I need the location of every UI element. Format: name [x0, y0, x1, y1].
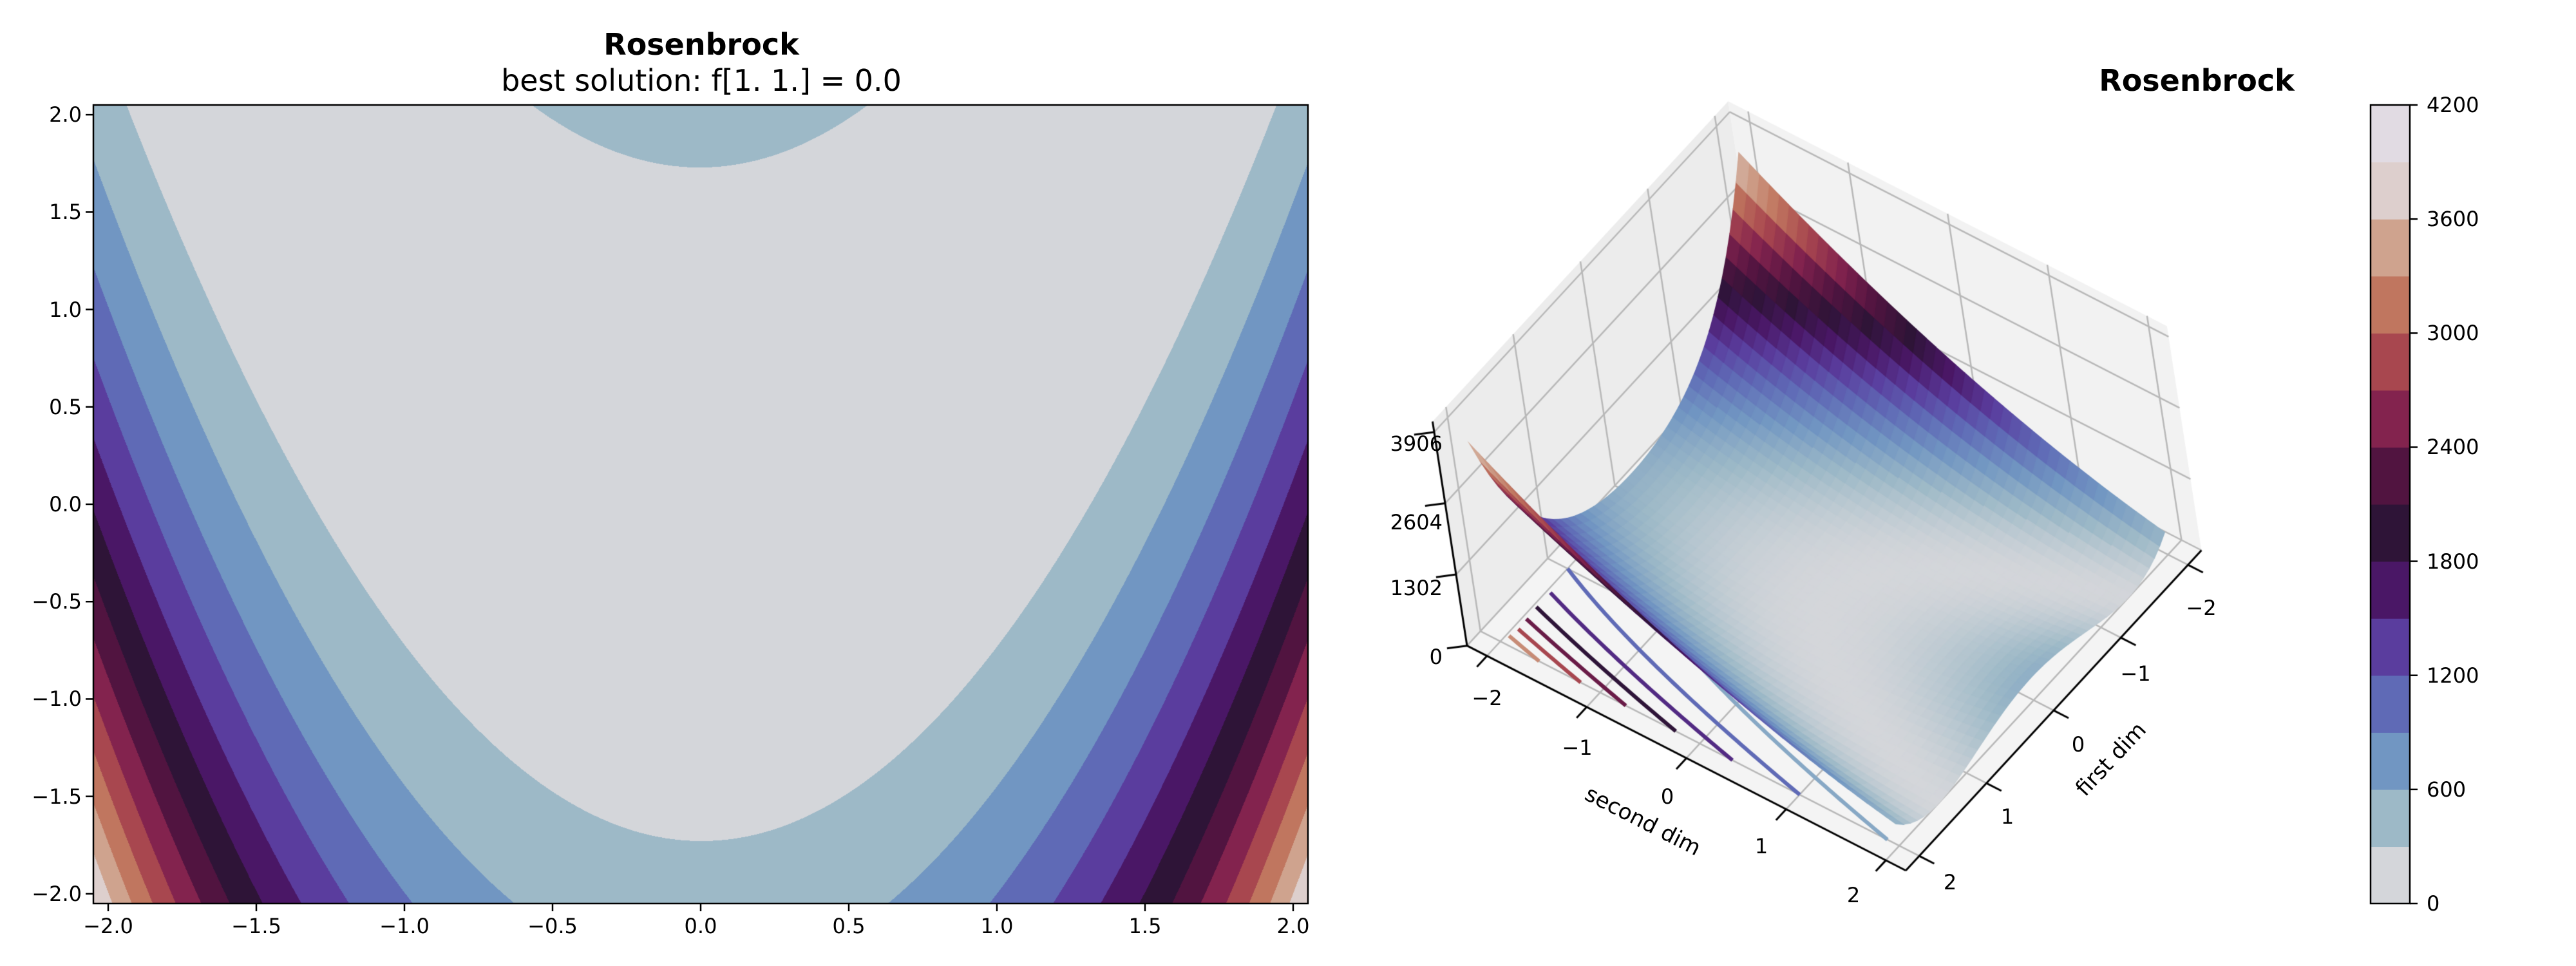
- y-tick-label: 1.0: [49, 297, 82, 322]
- x-tick-label: 1.5: [1128, 914, 1162, 938]
- colorbar-tick-label: 1800: [2427, 549, 2479, 574]
- y-tick-label: −1.5: [32, 784, 82, 809]
- colorbar-tick-label: 1200: [2427, 663, 2479, 688]
- x-tick-label: 2.0: [1276, 914, 1310, 938]
- z-tick-label: 3906: [1390, 431, 1443, 456]
- x-tick-label: −2.0: [83, 914, 133, 938]
- surface-plot-title: Rosenbrock: [2099, 63, 2295, 98]
- colorbar-band: [2371, 732, 2410, 790]
- left-plot-subtitle: best solution: f[1. 1.] = 0.0: [501, 63, 902, 98]
- contour-plot-area: [93, 105, 1308, 904]
- colorbar-tick-label: 0: [2427, 891, 2440, 916]
- z-tick-label: 2604: [1390, 510, 1443, 535]
- first-dim-tick-label: −1: [2120, 661, 2151, 686]
- z-tick-label: 1302: [1390, 576, 1443, 600]
- left-plot-title: Rosenbrock: [603, 27, 799, 62]
- surface-plot-area: [1320, 0, 2351, 966]
- x-tick-label: −1.5: [231, 914, 281, 938]
- colorbar-tick-label: 3600: [2427, 207, 2479, 232]
- colorbar-band: [2371, 504, 2410, 562]
- first-dim-tick-label: 2: [1943, 870, 1957, 895]
- colorbar-band: [2371, 333, 2410, 391]
- first-dim-tick-label: −2: [2186, 596, 2217, 620]
- y-tick-label: 0.0: [49, 492, 82, 516]
- y-tick-label: −1.0: [32, 687, 82, 712]
- second-dim-tick-label: 2: [1846, 883, 1861, 907]
- x-tick-label: 0.5: [832, 914, 866, 938]
- y-tick-label: −0.5: [32, 589, 82, 614]
- axes-frame: [92, 104, 1309, 905]
- colorbar-band: [2371, 390, 2410, 448]
- colorbar-tick-label: 2400: [2427, 435, 2479, 460]
- colorbar-band: [2371, 162, 2410, 220]
- colorbar-band: [2371, 276, 2410, 334]
- x-tick-label: −0.5: [527, 914, 578, 938]
- colorbar-frame: [2369, 104, 2411, 905]
- x-tick-label: 0.0: [684, 914, 717, 938]
- second-dim-tick-label: −2: [1472, 686, 1502, 710]
- z-tick-label: 0: [1429, 645, 1443, 669]
- colorbar-tick-label: 3000: [2427, 321, 2479, 346]
- y-tick-label: −2.0: [32, 881, 82, 906]
- x-tick-label: 1.0: [980, 914, 1014, 938]
- second-dim-tick-label: 1: [1754, 834, 1768, 858]
- contour-axes: [86, 104, 1309, 911]
- colorbar-band: [2371, 846, 2410, 904]
- y-tick-label: 0.5: [49, 394, 82, 419]
- x-tick-label: −1.0: [379, 914, 430, 938]
- second-dim-tick-label: −1: [1562, 735, 1593, 760]
- second-dim-tick-label: 0: [1660, 784, 1674, 809]
- colorbar-tick-label: 4200: [2427, 93, 2479, 117]
- colorbar-band: [2371, 675, 2410, 733]
- colorbar-band: [2371, 105, 2410, 163]
- colorbar-band: [2371, 618, 2410, 676]
- colorbar-band: [2371, 789, 2410, 848]
- y-tick-label: 1.5: [49, 200, 82, 225]
- y-tick-label: 2.0: [49, 102, 82, 128]
- colorbar-band: [2371, 447, 2410, 505]
- first-dim-tick-label: 0: [2071, 732, 2085, 757]
- colorbar-band: [2371, 219, 2410, 277]
- colorbar: [2369, 104, 2418, 905]
- colorbar-tick-label: 600: [2427, 777, 2467, 802]
- first-dim-tick-label: 1: [2000, 804, 2014, 829]
- colorbar-band: [2371, 561, 2410, 619]
